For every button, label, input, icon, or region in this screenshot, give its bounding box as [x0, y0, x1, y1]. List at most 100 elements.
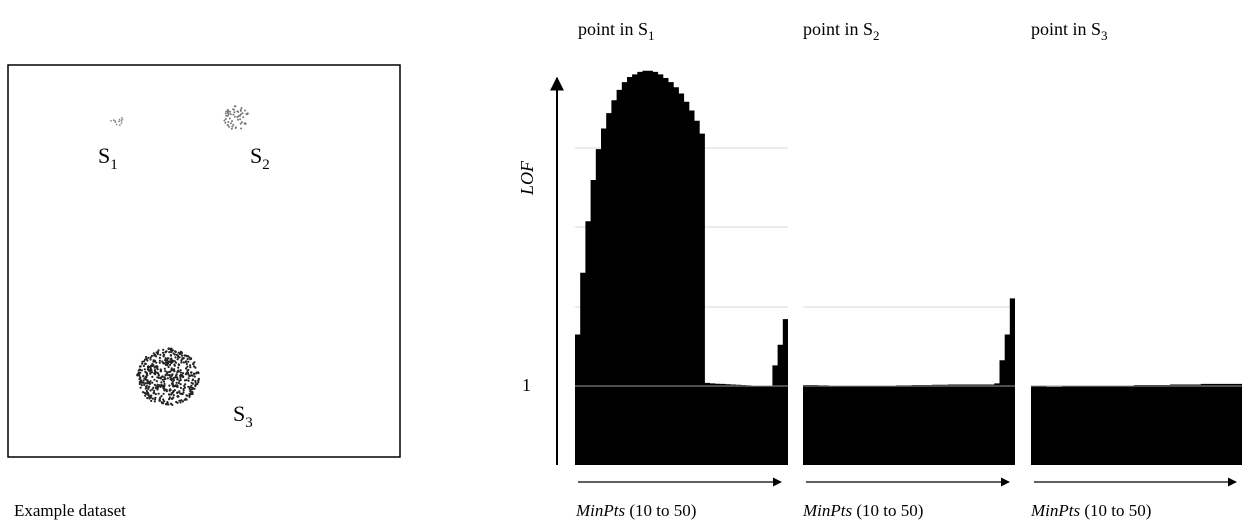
- data-point: [234, 127, 237, 129]
- data-point: [169, 389, 172, 392]
- data-point: [159, 377, 162, 380]
- data-point: [154, 398, 157, 401]
- data-point: [185, 367, 188, 370]
- data-point: [162, 386, 165, 389]
- data-point: [225, 110, 228, 113]
- data-point: [189, 386, 192, 389]
- y-axis-label: LOF: [517, 160, 537, 196]
- data-point: [190, 381, 193, 384]
- data-point: [163, 378, 166, 381]
- data-point: [175, 381, 178, 384]
- data-point: [144, 387, 147, 390]
- data-point: [187, 379, 190, 382]
- data-point: [169, 375, 172, 378]
- data-point: [138, 368, 141, 371]
- data-point: [172, 385, 175, 388]
- data-point: [147, 393, 150, 397]
- data-point: [144, 382, 147, 385]
- data-point: [110, 120, 112, 122]
- data-point: [171, 403, 174, 406]
- data-point: [161, 351, 165, 354]
- data-point: [179, 386, 182, 389]
- data-point: [136, 374, 139, 377]
- data-point: [190, 386, 194, 389]
- data-point: [239, 109, 242, 112]
- data-point: [143, 368, 146, 371]
- data-point: [233, 115, 236, 118]
- data-point: [173, 360, 176, 363]
- data-point: [156, 366, 159, 369]
- dataset-frame: [7, 64, 401, 458]
- data-point: [185, 355, 188, 358]
- data-point: [162, 380, 166, 383]
- data-point: [163, 388, 166, 391]
- data-point: [227, 121, 230, 123]
- data-point: [161, 384, 164, 388]
- data-point: [246, 112, 248, 115]
- data-point: [169, 363, 172, 366]
- data-point: [162, 392, 165, 395]
- data-point: [138, 372, 141, 375]
- data-point: [194, 366, 197, 369]
- data-point: [167, 347, 170, 350]
- data-point: [173, 370, 176, 373]
- data-point: [232, 108, 235, 111]
- data-point: [141, 391, 145, 394]
- data-point: [183, 386, 186, 389]
- data-point: [171, 373, 174, 376]
- data-point: [149, 389, 152, 392]
- data-point: [156, 371, 159, 374]
- data-point: [179, 374, 182, 377]
- data-point: [153, 378, 156, 381]
- data-point: [144, 394, 147, 397]
- dataset-panel: S1 S2 S3 Example dataset: [7, 64, 401, 520]
- data-point: [187, 385, 190, 388]
- data-point: [187, 360, 190, 363]
- data-point: [171, 380, 174, 383]
- data-point: [240, 121, 243, 124]
- panel-s1: point in S1 MinPts (10 to 50): [575, 19, 788, 520]
- data-point: [183, 354, 186, 357]
- data-point: [184, 383, 187, 386]
- data-point: [121, 118, 124, 121]
- data-point: [159, 385, 162, 388]
- data-point: [146, 374, 149, 377]
- data-point: [170, 397, 173, 400]
- data-point: [190, 374, 193, 377]
- data-point: [148, 369, 151, 373]
- data-point: [234, 105, 237, 108]
- data-point: [183, 384, 186, 387]
- data-point: [115, 123, 118, 126]
- data-point: [226, 124, 229, 127]
- data-point: [182, 391, 185, 394]
- data-point: [156, 351, 159, 354]
- data-point: [151, 363, 154, 366]
- cluster-s3-points: [136, 347, 200, 406]
- data-point: [153, 359, 156, 362]
- data-point: [233, 111, 236, 114]
- data-point: [165, 350, 168, 353]
- data-point: [144, 370, 147, 373]
- data-point: [120, 117, 123, 119]
- data-point: [226, 111, 229, 114]
- data-point: [243, 109, 246, 112]
- cluster-label-s2: S2: [250, 143, 270, 173]
- data-point: [189, 366, 192, 369]
- data-point: [238, 114, 241, 117]
- data-point: [167, 365, 170, 369]
- data-point: [225, 114, 228, 117]
- data-point: [173, 353, 176, 356]
- data-point: [193, 375, 196, 378]
- data-point: [158, 361, 161, 364]
- data-point: [188, 395, 191, 398]
- data-point: [232, 123, 235, 126]
- data-point: [142, 374, 145, 377]
- data-point: [177, 366, 180, 369]
- data-point: [178, 399, 181, 402]
- data-point: [181, 354, 184, 357]
- data-point: [188, 375, 191, 378]
- data-point: [183, 379, 187, 382]
- panel-title-s2: point in S2: [803, 19, 880, 43]
- data-point: [168, 393, 171, 396]
- data-point: [164, 374, 167, 377]
